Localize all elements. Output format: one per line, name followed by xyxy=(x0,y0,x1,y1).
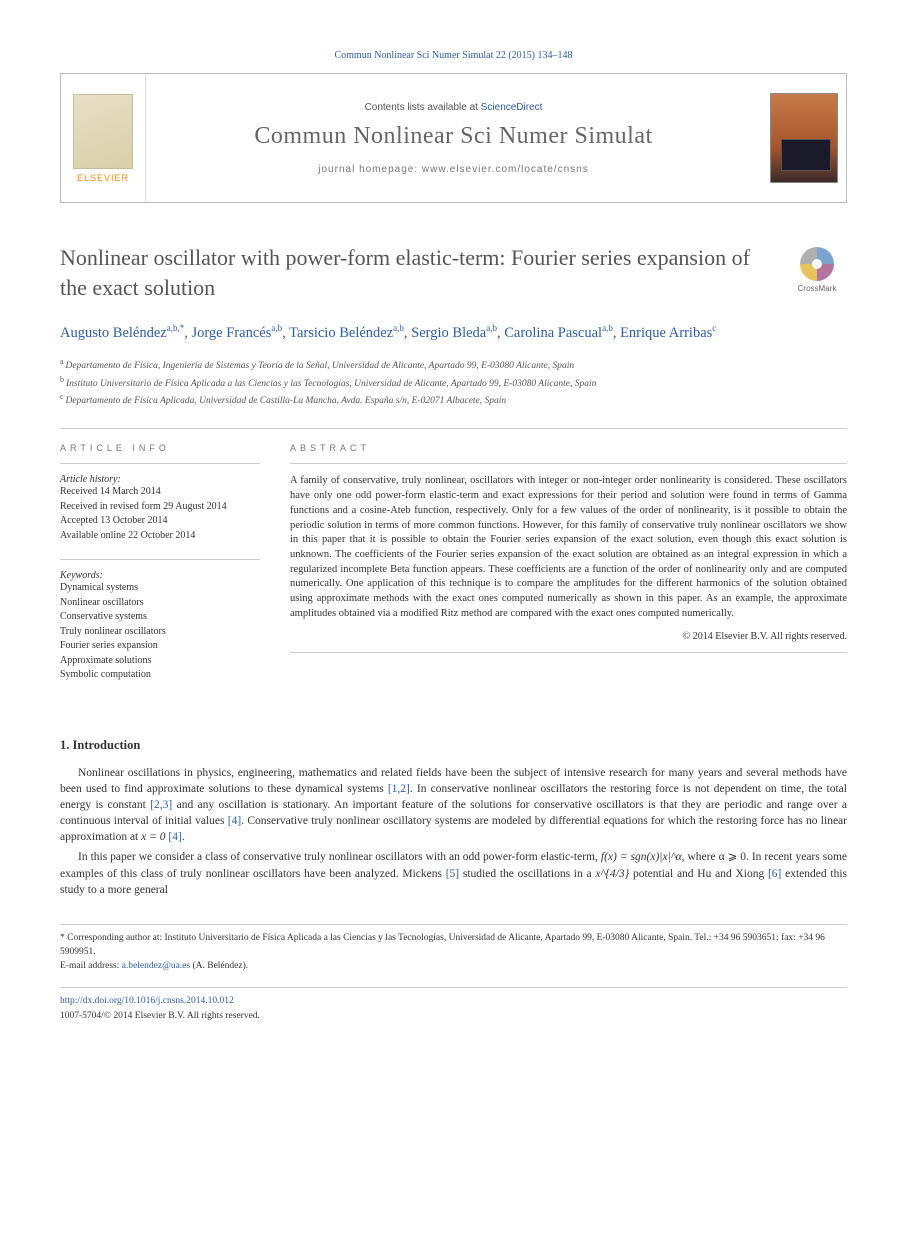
divider xyxy=(290,652,847,653)
publisher-logo: ELSEVIER xyxy=(61,74,146,202)
author-name[interactable]: Augusto Beléndez xyxy=(60,325,167,341)
abstract-text: A family of conservative, truly nonlinea… xyxy=(290,474,847,621)
sciencedirect-link[interactable]: ScienceDirect xyxy=(481,102,543,113)
keywords-label: Keywords: xyxy=(60,570,260,581)
journal-cover-thumbnail xyxy=(770,93,838,183)
keyword: Approximate solutions xyxy=(60,654,260,669)
author-aff-marks: a,b xyxy=(271,323,282,333)
citation-link[interactable]: [6] xyxy=(768,868,781,880)
author-aff-marks: a,b xyxy=(602,323,613,333)
abstract-copyright: © 2014 Elsevier B.V. All rights reserved… xyxy=(290,631,847,642)
history-line: Accepted 13 October 2014 xyxy=(60,514,260,529)
history-line: Available online 22 October 2014 xyxy=(60,529,260,544)
keyword: Nonlinear oscillators xyxy=(60,596,260,611)
publisher-name: ELSEVIER xyxy=(77,173,129,183)
corresponding-author-note: * Corresponding author at: Instituto Uni… xyxy=(60,931,847,960)
intro-paragraph-2: In this paper we consider a class of con… xyxy=(60,849,847,897)
affiliations: aDepartamento de Física, Ingeniería de S… xyxy=(60,356,847,408)
keyword: Conservative systems xyxy=(60,610,260,625)
page-footer: http://dx.doi.org/10.1016/j.cnsns.2014.1… xyxy=(60,987,847,1023)
crossmark-badge[interactable]: CrossMark xyxy=(787,247,847,297)
citation-link[interactable]: [4] xyxy=(228,815,241,827)
keyword: Truly nonlinear oscillators xyxy=(60,625,260,640)
abstract-heading: ABSTRACT xyxy=(290,443,847,453)
journal-homepage[interactable]: journal homepage: www.elsevier.com/locat… xyxy=(318,164,588,175)
journal-name: Commun Nonlinear Sci Numer Simulat xyxy=(254,123,652,150)
citation-link[interactable]: [1,2] xyxy=(388,783,410,795)
author-name[interactable]: Jorge Francés xyxy=(191,325,271,341)
issn-copyright-line: 1007-5704/© 2014 Elsevier B.V. All right… xyxy=(60,1009,847,1023)
contents-available-line: Contents lists available at ScienceDirec… xyxy=(365,102,543,113)
crossmark-label: CrossMark xyxy=(798,284,837,293)
abstract-column: ABSTRACT A family of conservative, truly… xyxy=(290,443,847,683)
author-name[interactable]: Carolina Pascual xyxy=(504,325,602,341)
article-title: Nonlinear oscillator with power-form ela… xyxy=(60,243,767,302)
elsevier-tree-icon xyxy=(73,94,133,169)
author-aff-marks: a,b xyxy=(486,323,497,333)
doi-link[interactable]: http://dx.doi.org/10.1016/j.cnsns.2014.1… xyxy=(60,996,234,1006)
citation-link[interactable]: [5] xyxy=(446,868,459,880)
keyword: Fourier series expansion xyxy=(60,639,260,654)
author-aff-marks: c xyxy=(712,323,716,333)
citation-link[interactable]: [2,3] xyxy=(150,799,172,811)
history-line: Received in revised form 29 August 2014 xyxy=(60,500,260,515)
author-name[interactable]: Sergio Bleda xyxy=(411,325,486,341)
journal-header: ELSEVIER Contents lists available at Sci… xyxy=(60,73,847,203)
divider xyxy=(60,463,260,464)
history-line: Received 14 March 2014 xyxy=(60,485,260,500)
article-info-column: ARTICLE INFO Article history: Received 1… xyxy=(60,443,260,683)
keyword: Symbolic computation xyxy=(60,668,260,683)
affiliation-line: aDepartamento de Física, Ingeniería de S… xyxy=(60,356,847,373)
journal-cover xyxy=(761,74,846,202)
history-label: Article history: xyxy=(60,474,260,485)
top-citation: Commun Nonlinear Sci Numer Simulat 22 (2… xyxy=(60,50,847,61)
keyword: Dynamical systems xyxy=(60,581,260,596)
intro-paragraph-1: Nonlinear oscillations in physics, engin… xyxy=(60,765,847,845)
section-heading-introduction: 1. Introduction xyxy=(60,738,847,753)
crossmark-icon xyxy=(800,247,834,281)
author-name[interactable]: Enrique Arribas xyxy=(620,325,712,341)
divider xyxy=(290,463,847,464)
author-name[interactable]: Tarsicio Beléndez xyxy=(289,325,393,341)
email-link[interactable]: a.belendez@ua.es xyxy=(122,961,190,971)
email-line: E-mail address: a.belendez@ua.es (A. Bel… xyxy=(60,959,847,973)
author-aff-marks: a,b xyxy=(393,323,404,333)
footnotes: * Corresponding author at: Instituto Uni… xyxy=(60,924,847,974)
author-list: Augusto Beléndeza,b,*, Jorge Francésa,b,… xyxy=(60,322,847,344)
divider xyxy=(60,559,260,560)
contents-prefix: Contents lists available at xyxy=(365,102,481,113)
divider xyxy=(60,428,847,429)
citation-link[interactable]: [4] xyxy=(168,831,181,843)
author-aff-marks: a,b,* xyxy=(167,323,185,333)
article-info-heading: ARTICLE INFO xyxy=(60,443,260,453)
affiliation-line: cDepartamento de Física Aplicada, Univer… xyxy=(60,391,847,408)
affiliation-line: bInstituto Universitario de Física Aplic… xyxy=(60,374,847,391)
